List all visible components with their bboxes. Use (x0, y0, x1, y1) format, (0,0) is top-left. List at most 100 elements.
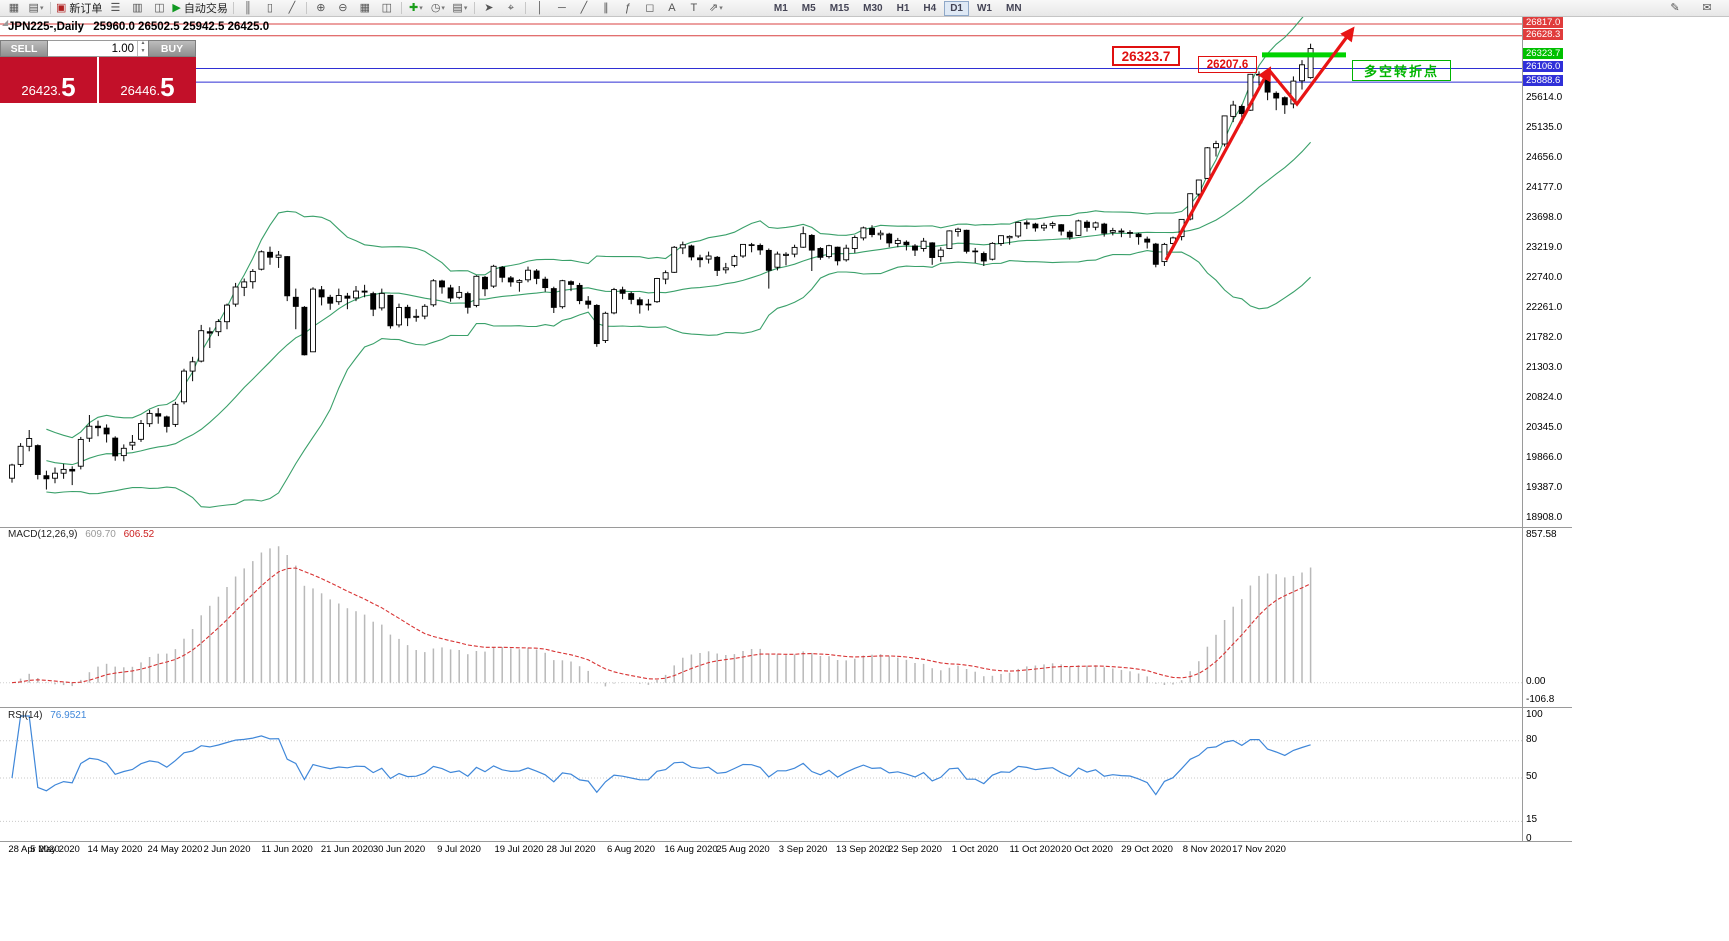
tile-windows-icon[interactable]: ◫ (376, 1, 398, 16)
zoom-out-icon: ⊖ (338, 1, 348, 14)
date-label: 25 Aug 2020 (716, 844, 770, 855)
price-axis-label: 25135.0 (1526, 122, 1563, 133)
volume-up-icon[interactable]: ▲ (140, 40, 146, 46)
timeframe-d1[interactable]: D1 (944, 0, 969, 16)
price-axis-label: 23698.0 (1526, 212, 1563, 223)
periods-icon: ◷ (430, 1, 441, 14)
chart-symbol-period: JPN225-,Daily (8, 21, 85, 33)
buy-price-main: 26446. (120, 83, 161, 98)
macd-axis-label: -106.8 (1526, 694, 1555, 705)
crosshair-icon[interactable]: ⌖ (500, 1, 522, 16)
timeframe-w1[interactable]: W1 (976, 2, 992, 14)
templates-icon: ▤ (452, 1, 463, 14)
autotrading-glyph: ▶ (172, 1, 181, 14)
toolbar-separator (232, 2, 234, 14)
autotrading-button[interactable]: ▶ 自动交易 (170, 1, 229, 16)
timeframe-m30[interactable]: M30 (863, 2, 883, 14)
label-icon[interactable]: T (683, 1, 705, 16)
line-chart-icon[interactable]: ╱ (281, 1, 303, 16)
market-watch-icon[interactable]: ☰ (104, 1, 126, 16)
data-window-icon[interactable]: ▥ (126, 1, 148, 16)
macd-pane[interactable] (0, 546, 1522, 687)
timeframe-group: M1 M5 M15 M30 H1 H4 D1 W1 MN (767, 0, 1029, 16)
new-chart-icon[interactable]: ▦ (3, 1, 25, 16)
horizontal-line-icon[interactable]: ─ (551, 1, 573, 16)
volume-spinner: ▲ ▼ (137, 41, 148, 56)
date-label: 5 May 2020 (30, 844, 80, 855)
timeframe-mn[interactable]: MN (1005, 2, 1022, 14)
rsi-pane[interactable] (0, 715, 1522, 822)
price-level-annotation-26207[interactable]: 26207.6 (1198, 56, 1257, 73)
candlestick-chart-icon[interactable]: ▯ (259, 1, 281, 16)
chart-ohlc-values: 25960.0 26502.5 25942.5 26425.0 (93, 21, 270, 33)
buy-button[interactable]: BUY (148, 40, 196, 57)
timeframe-m1[interactable]: M1 (773, 2, 788, 14)
main-toolbar: ▦ ▤ ▾ ▣ 新订单 ☰ ▥ ◫ ▶ 自动交易 ║ ▯ ╱ ⊕ ⊖ ▦ ◫ ✚ ▾ ◷ ▾ ▤ ▾ ➤ ⌖ │ ─ ╱ ∥ ƒ ◻ A T ⇗ ▾… (0, 0, 1729, 17)
zoom-out-icon[interactable]: ⊖ (332, 1, 354, 16)
turning-point-note[interactable]: 多空转折点 (1352, 60, 1451, 81)
data-window-icon: ▥ (132, 1, 143, 14)
rsi-axis-label: 100 (1526, 709, 1543, 720)
price-axis[interactable]: 26817.0 26628.3 26323.7 26106.0 25888.6 25614… (1523, 0, 1593, 860)
price-tag-red: 26817.0 (1523, 17, 1564, 28)
bollinger-bands (46, 6, 1312, 508)
mail-icon: ✉ (1702, 1, 1712, 14)
arrows-icon[interactable]: ⇗ ▾ (705, 1, 727, 16)
navigator-icon[interactable]: ◫ (148, 1, 170, 16)
macd-label: MACD(12,26,9) 609.70 606.52 (8, 529, 154, 540)
profiles-icon[interactable]: ▤ ▾ (25, 1, 47, 16)
caret-down-icon: ▾ (39, 5, 44, 12)
date-label: 20 Oct 2020 (1061, 844, 1113, 855)
fibonacci-icon[interactable]: ƒ (617, 1, 639, 16)
timeframe-m15[interactable]: M15 (829, 2, 850, 14)
indicators-icon[interactable]: ✚ ▾ (405, 1, 427, 16)
zoom-in-icon[interactable]: ⊕ (310, 1, 332, 16)
vertical-line-icon[interactable]: │ (529, 1, 551, 16)
trendline-icon: ╱ (580, 1, 588, 14)
mail-icon[interactable]: ✉ (1696, 1, 1718, 16)
new-order-button[interactable]: ▣ 新订单 (54, 1, 104, 16)
price-axis-label: 22261.0 (1526, 302, 1563, 313)
volume-input[interactable] (48, 41, 137, 56)
panel-collapse-icon[interactable]: ◢ (2, 18, 9, 27)
buy-price-box[interactable]: 26446. 5 (99, 57, 196, 103)
edit-icon[interactable]: ✎ (1664, 1, 1686, 16)
date-label: 22 Sep 2020 (888, 844, 942, 855)
new-order-glyph: ▣ (56, 1, 67, 14)
templates-icon[interactable]: ▤ ▾ (449, 1, 471, 16)
grid-icon[interactable]: ▦ (354, 1, 376, 16)
channel-icon[interactable]: ∥ (595, 1, 617, 16)
shapes-icon: ◻ (645, 1, 655, 14)
time-axis[interactable]: 28 Apr 2020 5 May 2020 14 May 2020 24 May 2… (0, 842, 1522, 858)
sell-price-box[interactable]: 26423. 5 (0, 57, 97, 103)
date-label: 6 Aug 2020 (606, 844, 656, 855)
price-axis-label: 18908.0 (1526, 512, 1563, 523)
drawn-objects[interactable] (1164, 26, 1355, 261)
timeframe-h4[interactable]: H4 (923, 2, 937, 14)
sell-button[interactable]: SELL (0, 40, 48, 57)
rsi-axis-label: 50 (1526, 771, 1538, 782)
date-label: 29 Oct 2020 (1121, 844, 1173, 855)
price-axis-label: 24177.0 (1526, 182, 1563, 193)
trendline-icon[interactable]: ╱ (573, 1, 595, 16)
date-label: 2 Jun 2020 (203, 844, 251, 855)
volume-down-icon[interactable]: ▼ (140, 47, 146, 54)
periods-icon[interactable]: ◷ ▾ (427, 1, 449, 16)
macd-axis-label: 857.58 (1526, 529, 1557, 540)
toolbar-separator (400, 2, 402, 14)
price-tag-green: 26323.7 (1523, 48, 1564, 59)
trend-arrow-1 (1164, 66, 1272, 261)
cursor-icon[interactable]: ➤ (478, 1, 500, 16)
shapes-icon[interactable]: ◻ (639, 1, 661, 16)
toolbar-separator (305, 2, 307, 14)
label-icon: T (690, 1, 698, 14)
date-label: 9 Jul 2020 (437, 844, 481, 855)
volume-field: ▲ ▼ (48, 40, 148, 57)
text-icon[interactable]: A (661, 1, 683, 16)
price-level-annotation-26323[interactable]: 26323.7 (1112, 46, 1180, 66)
timeframe-m5[interactable]: M5 (801, 2, 816, 14)
bar-chart-icon[interactable]: ║ (237, 1, 259, 16)
trend-arrow-2 (1267, 26, 1355, 107)
timeframe-h1[interactable]: H1 (896, 2, 910, 14)
